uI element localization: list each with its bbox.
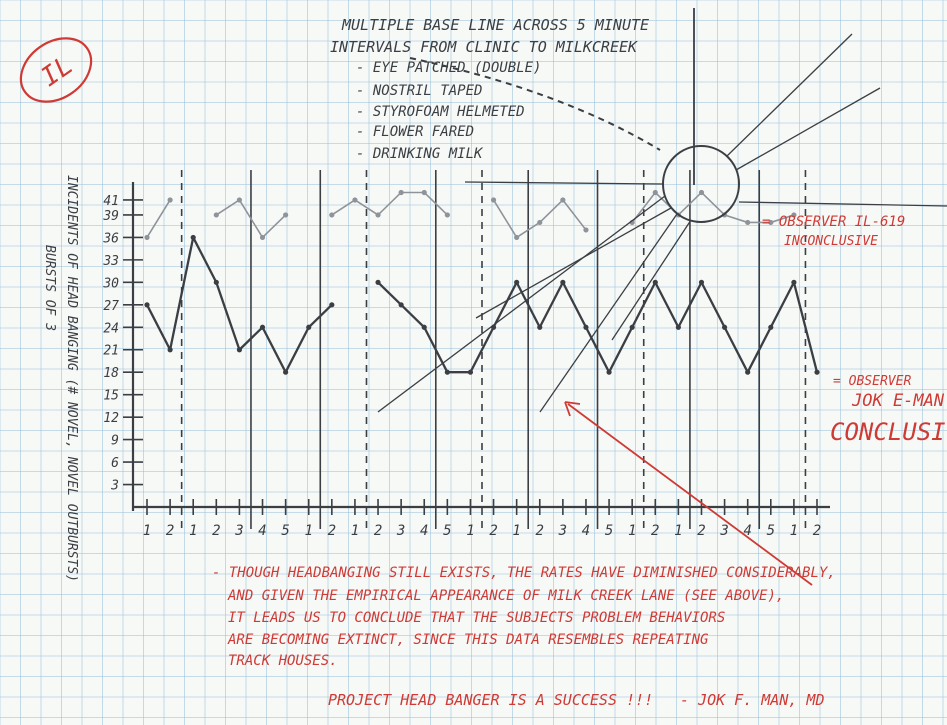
y-tick-label: 30 — [102, 276, 119, 291]
series-il-619-point — [791, 212, 797, 218]
circle-doodle — [377, 33, 947, 413]
doodle-ray — [464, 181, 664, 185]
x-tick-label: 1 — [628, 523, 636, 539]
y-tick-label: 39 — [102, 209, 119, 224]
doodle-ray — [738, 201, 947, 207]
y-tick-label: 3 — [110, 479, 119, 494]
x-tick-label: 3 — [719, 523, 728, 539]
x-tick-label: 1 — [351, 523, 359, 539]
y-axis-label-line: INCIDENTS OF HEAD BANGING (# NOVEL, NOVE… — [64, 175, 79, 582]
y-tick-label: 18 — [103, 366, 119, 381]
x-tick-label: 1 — [189, 523, 197, 539]
stamp-text: IL — [36, 50, 79, 93]
doodle-circle — [662, 145, 740, 223]
x-tick-label: 3 — [558, 523, 567, 539]
doodle-ray — [475, 207, 672, 319]
conclusion-notes: - THOUGH HEADBANGING STILL EXISTS, THE R… — [212, 565, 836, 709]
header-item: - FLOWER FARED — [356, 124, 474, 140]
chart-marks — [144, 189, 820, 375]
y-tick-label: 41 — [103, 194, 119, 209]
series-il-619-line — [146, 199, 171, 238]
x-tick-label: 1 — [790, 523, 798, 539]
y-tick-label: 15 — [103, 389, 119, 404]
doodle-ray — [735, 87, 881, 171]
legend-il-status: INCONCLUSIVE — [784, 234, 878, 249]
x-tick-label: 4 — [420, 523, 428, 539]
header-item: - STYROFOAM HELMETED — [356, 104, 525, 120]
series-il-619-line — [215, 199, 287, 239]
x-tick-label: 2 — [212, 523, 220, 539]
y-tick-label: 24 — [103, 321, 119, 336]
red-arrow — [564, 401, 813, 586]
series-jok-e-man-line — [145, 236, 333, 374]
x-tick-label: 2 — [697, 523, 705, 539]
header-notes: MULTIPLE BASE LINE ACROSS 5 MINUTE INTER… — [330, 16, 661, 162]
y-tick-label: 27 — [103, 299, 119, 314]
header-title-line: MULTIPLE BASE LINE ACROSS 5 MINUTE — [341, 16, 649, 34]
y-axis-label: INCIDENTS OF HEAD BANGING (# NOVEL, NOVE… — [42, 175, 79, 582]
series-il-619-line — [492, 199, 587, 239]
legend-jok-name: = OBSERVER — [833, 374, 911, 389]
series-jok-e-man-line — [377, 281, 819, 374]
doodle-ray — [539, 213, 678, 413]
x-tick-label: 4 — [743, 523, 751, 539]
legend-il-name: = OBSERVER IL-619 — [762, 214, 905, 230]
x-tick-label: 5 — [281, 523, 289, 539]
header-item: - NOSTRIL TAPED — [356, 83, 482, 99]
x-tick-label: 4 — [582, 523, 590, 539]
x-tick-label: 2 — [328, 523, 336, 539]
y-tick-label: 12 — [103, 411, 119, 426]
x-tick-label: 3 — [234, 523, 243, 539]
x-tick-label: 2 — [651, 523, 659, 539]
x-tick-label: 1 — [305, 523, 313, 539]
x-tick-label: 1 — [143, 523, 151, 539]
x-tick-label: 5 — [767, 523, 775, 539]
series-il-619-line — [631, 191, 795, 224]
il-stamp: IL — [19, 37, 93, 103]
legend-jok-name-2: JOK E-MAN — [851, 391, 945, 411]
header-title-line: INTERVALS FROM CLINIC TO MILKCREEK — [330, 38, 638, 56]
x-tick-label: 3 — [396, 523, 405, 539]
doodle-ray — [726, 33, 853, 157]
conclusion-line: ARE BECOMING EXTINCT, SINCE THIS DATA RE… — [227, 632, 709, 648]
x-tick-label: 1 — [466, 523, 474, 539]
legend-jok-status: CONCLUSIVE — [830, 418, 947, 446]
x-tick-label: 1 — [674, 523, 682, 539]
x-tick-label: 5 — [605, 523, 613, 539]
series-il-619-line — [331, 191, 448, 216]
header-item: - EYE PATCHED (DOUBLE) — [356, 60, 541, 76]
doodle-ray — [611, 219, 692, 341]
x-tick-label: 2 — [166, 523, 174, 539]
y-tick-label: 33 — [102, 254, 119, 269]
header-item: - DRINKING MILK — [356, 146, 484, 162]
conclusion-line: AND GIVEN THE EMPIRICAL APPEARANCE OF MI… — [227, 588, 784, 604]
doodle-ray — [377, 195, 666, 413]
conclusion-line: IT LEADS US TO CONCLUDE THAT THE SUBJECT… — [228, 610, 725, 626]
x-tick-label: 2 — [374, 523, 382, 539]
legend-jok: = OBSERVER JOK E-MAN CONCLUSIVE — [830, 374, 947, 446]
x-tick-label: 2 — [813, 523, 821, 539]
y-tick-label: 6 — [111, 456, 119, 471]
y-tick-label: 21 — [103, 344, 119, 359]
signature: - JOK F. MAN, MD — [680, 691, 825, 709]
x-tick-label: 2 — [536, 523, 544, 539]
x-tick-label: 4 — [258, 523, 266, 539]
conclusion-line: TRACK HOUSES. — [228, 653, 338, 669]
legend-il: = OBSERVER IL-619 INCONCLUSIVE — [762, 214, 905, 249]
conclusion-final: PROJECT HEAD BANGER IS A SUCCESS !!! — [328, 691, 653, 709]
x-tick-label: 1 — [512, 523, 520, 539]
x-tick-label: 2 — [489, 523, 497, 539]
x-tick-label: 5 — [443, 523, 451, 539]
y-tick-label: 36 — [102, 231, 119, 246]
conclusion-line: - THOUGH HEADBANGING STILL EXISTS, THE R… — [212, 565, 836, 581]
y-tick-label: 9 — [111, 434, 119, 449]
y-axis-label-line: BURSTS OF 3 — [42, 245, 57, 331]
